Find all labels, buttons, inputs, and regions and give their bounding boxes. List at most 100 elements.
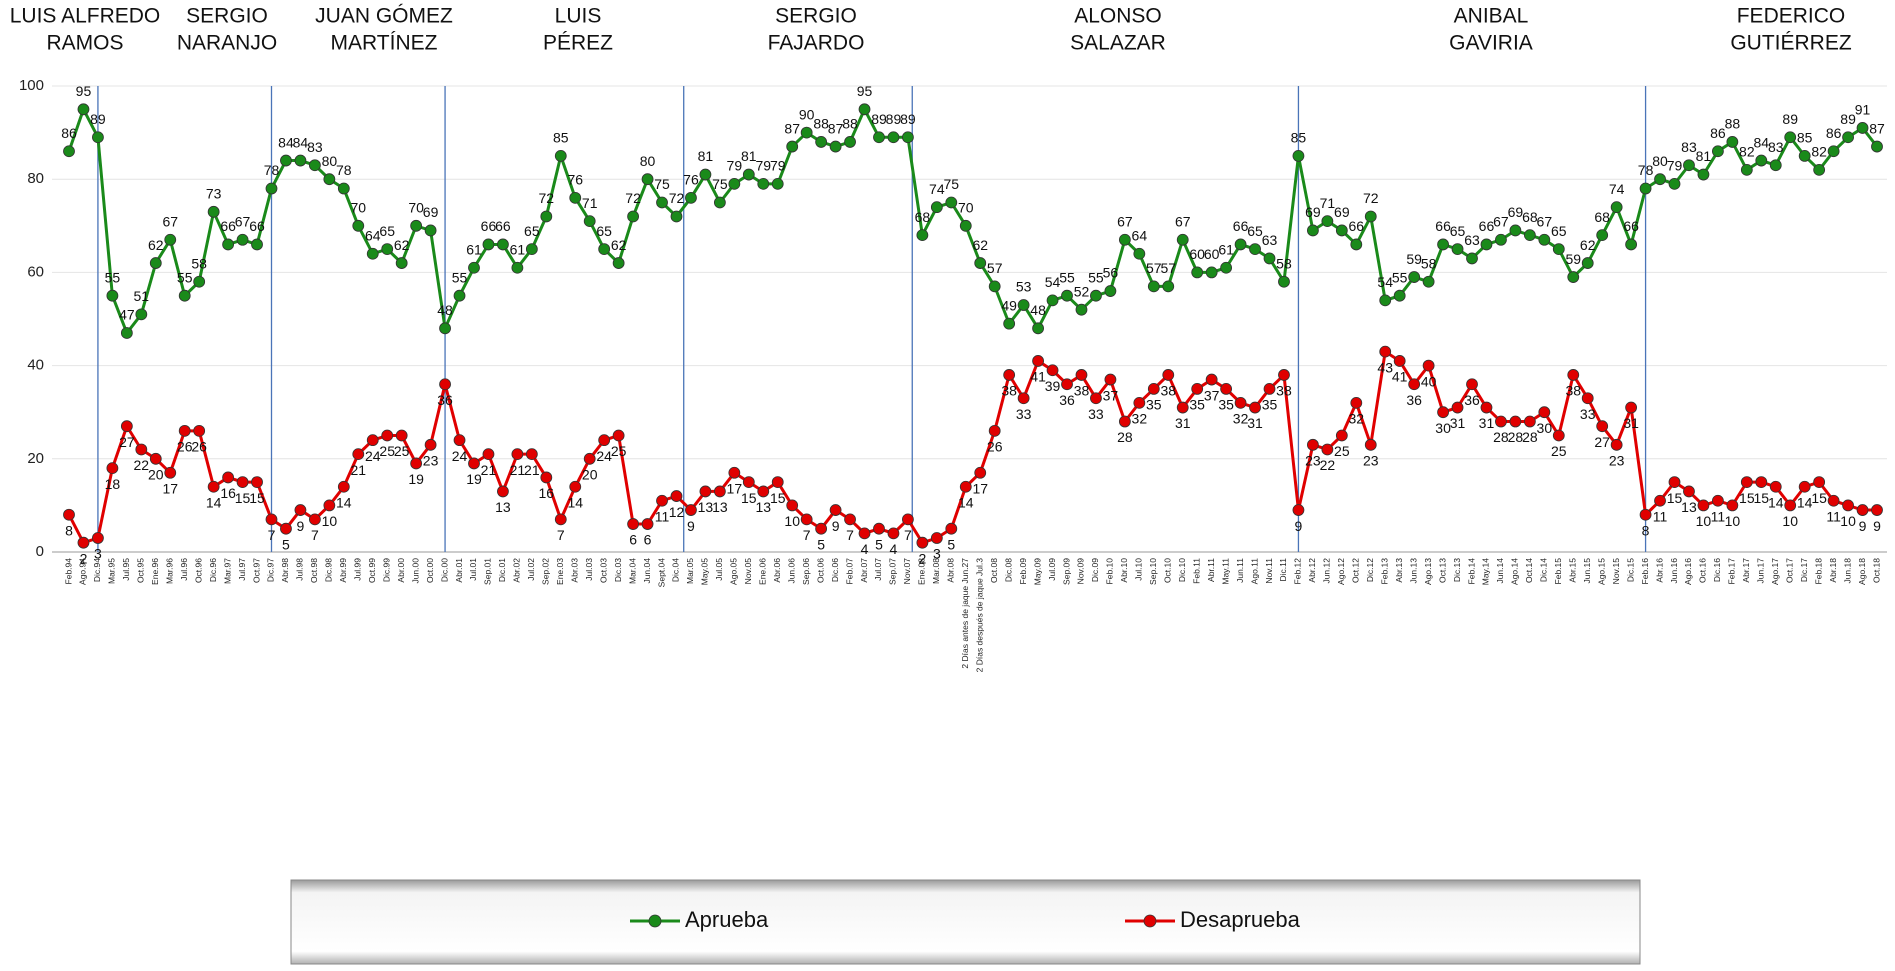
data-point: [1567, 369, 1580, 381]
data-label: 19: [466, 471, 482, 487]
data-label: 14: [958, 494, 974, 510]
data-label: 65: [1551, 223, 1567, 239]
data-label: 41: [1392, 369, 1408, 385]
x-tick-label: Abr.07: [859, 558, 869, 583]
data-point: [1639, 182, 1652, 195]
x-tick-label: Oct.03: [598, 558, 608, 583]
data-label: 15: [1739, 490, 1755, 506]
data-point: [1654, 173, 1666, 186]
data-label: 21: [524, 462, 540, 478]
x-tick-label: Ago.18: [1857, 558, 1867, 585]
data-label: 57: [1160, 260, 1176, 276]
data-point: [1335, 429, 1348, 442]
x-tick-label: Jul.99: [353, 558, 363, 581]
x-tick-label: Oct.14: [1524, 558, 1534, 583]
data-point: [1408, 271, 1421, 283]
data-point: [1798, 480, 1811, 493]
x-tick-label: Jun.14: [1495, 558, 1505, 584]
data-point: [1480, 401, 1493, 414]
x-tick-label: Feb.10: [1105, 558, 1115, 585]
data-point: [1755, 154, 1768, 167]
x-tick-label: Mar.04: [627, 558, 637, 584]
data-point: [1639, 508, 1652, 521]
data-label: 11: [1653, 508, 1668, 524]
data-point: [294, 154, 307, 167]
data-label: 60: [1189, 246, 1205, 262]
data-point: [988, 280, 1001, 293]
data-point: [627, 518, 639, 530]
x-tick-label: Abr.16: [1654, 558, 1664, 583]
data-label: 79: [1667, 158, 1683, 174]
data-label: 70: [350, 200, 366, 216]
data-point: [641, 173, 654, 186]
data-label: 95: [76, 83, 92, 99]
president-name: MARTÍNEZ: [331, 32, 438, 55]
x-tick-label: Oct.95: [136, 558, 146, 583]
president-name: GUTIÉRREZ: [1730, 32, 1852, 55]
data-point: [1683, 485, 1695, 498]
data-point: [1061, 378, 1073, 391]
x-tick-label: Oct.97: [251, 558, 261, 583]
data-label: 64: [365, 227, 381, 243]
x-tick-label: Sep.02: [541, 558, 551, 585]
data-label: 33: [1580, 406, 1596, 422]
data-label: 68: [1594, 209, 1610, 225]
x-tick-label: Jul.01: [468, 558, 478, 581]
x-tick-label: Feb.18: [1813, 558, 1823, 585]
data-label: 54: [1045, 274, 1061, 290]
data-label: 15: [249, 490, 265, 506]
data-label: 15: [1667, 490, 1683, 506]
data-label: 62: [1580, 237, 1596, 253]
data-label: 69: [1508, 204, 1524, 220]
data-point: [1003, 369, 1016, 381]
data-point: [685, 504, 697, 516]
data-point: [236, 233, 249, 246]
data-point: [1133, 396, 1146, 409]
data-label: 58: [191, 255, 207, 271]
data-label: 13: [1681, 499, 1697, 515]
data-label: 35: [1218, 397, 1234, 413]
data-point: [1755, 476, 1768, 489]
data-point: [1104, 285, 1117, 297]
data-label: 55: [1088, 269, 1104, 285]
x-tick-label: Abr.06: [772, 558, 782, 583]
data-label: 10: [1725, 513, 1741, 529]
data-label: 30: [1435, 420, 1451, 436]
data-label: 89: [90, 111, 106, 127]
data-point: [1827, 145, 1840, 158]
data-point: [1017, 392, 1030, 405]
data-point: [1307, 438, 1319, 451]
data-point: [308, 513, 321, 526]
data-point: [135, 443, 148, 456]
data-label: 13: [712, 499, 728, 515]
data-point: [193, 275, 206, 288]
y-tick-label: 20: [27, 450, 44, 467]
y-tick-label: 60: [27, 263, 44, 280]
x-tick-label: Mar.97: [222, 558, 232, 584]
data-point: [251, 476, 263, 489]
data-point: [149, 452, 162, 465]
data-point: [1538, 406, 1551, 419]
x-tick-label: Feb.16: [1640, 558, 1650, 585]
x-tick-label: Sep.10: [1148, 558, 1158, 585]
x-tick-label: Abr.12: [1307, 558, 1317, 583]
president-name: FAJARDO: [768, 32, 865, 55]
x-tick-label: Oct.99: [367, 558, 377, 583]
data-label: 59: [1565, 251, 1581, 267]
legend-marker: [648, 914, 662, 928]
data-point: [974, 257, 987, 269]
x-tick-label: Ago.05: [729, 558, 739, 585]
data-point: [988, 424, 1001, 437]
data-point: [1523, 415, 1536, 428]
data-label: 71: [1320, 195, 1336, 211]
data-point: [800, 126, 813, 139]
x-tick-label: Jul.97: [237, 558, 247, 581]
x-tick-label: Jul.07: [873, 558, 883, 581]
data-label: 14: [1797, 494, 1813, 510]
data-label: 38: [1001, 383, 1017, 399]
data-label: 26: [177, 439, 193, 455]
x-tick-label: Dic.99: [381, 558, 391, 582]
data-point: [1176, 233, 1189, 246]
x-tick-label: Ago.94: [78, 558, 88, 585]
